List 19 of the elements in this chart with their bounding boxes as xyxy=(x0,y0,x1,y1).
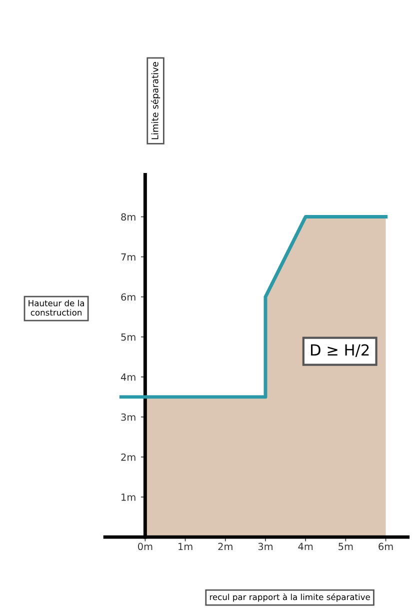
x-tick-label: 4m xyxy=(298,542,313,550)
y-tick-label: 7m xyxy=(121,253,136,261)
x-tick-label: 5m xyxy=(338,542,353,550)
text: recul par rapport à la limite séparative xyxy=(210,593,370,602)
x-tick-label: 3m xyxy=(258,542,272,550)
x-tick-label: 0m xyxy=(138,542,152,550)
y-tick-label: 5m xyxy=(121,333,136,341)
y-tick-label: 6m xyxy=(121,293,136,301)
y-tick-label: 2m xyxy=(121,453,136,461)
y-tick-label: 4m xyxy=(120,374,136,381)
y-tick-label: 3m xyxy=(121,413,136,421)
x-tick-label: 1m xyxy=(178,542,192,550)
y-tick-label: 1m xyxy=(122,494,136,501)
x-tick-label: 6m xyxy=(378,542,393,550)
y-tick-label: 8m xyxy=(121,213,136,221)
annotation: D ≥ H/2 xyxy=(311,344,369,357)
x-tick-label: 2m xyxy=(218,542,232,550)
text: Hauteur de la construction xyxy=(28,300,84,316)
text: Limite séparative xyxy=(150,62,160,140)
